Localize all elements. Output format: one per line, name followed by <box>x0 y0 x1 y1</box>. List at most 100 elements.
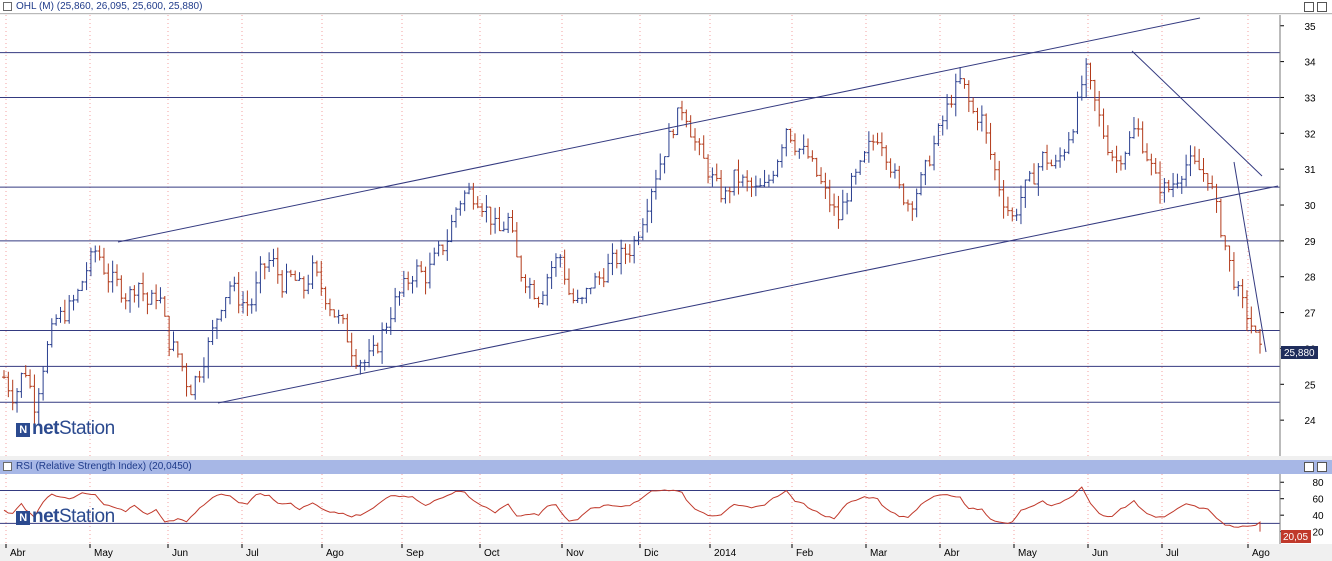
ohlc-bar <box>219 309 224 322</box>
ohlc-bar <box>693 128 698 151</box>
ohlc-bar <box>336 309 341 324</box>
ohlc-bar <box>371 335 376 357</box>
ohlc-bar <box>1171 172 1176 198</box>
ohlc-bar <box>836 195 841 229</box>
ohlc-bar <box>314 260 319 277</box>
ohlc-bar <box>779 144 784 168</box>
price-tick-label: 32 <box>1304 129 1316 140</box>
ohlc-bar <box>1131 117 1136 139</box>
month-label: Nov <box>566 548 584 559</box>
ohlc-bar <box>606 253 611 283</box>
month-label: May <box>1018 548 1037 559</box>
ohlc-bar <box>532 280 537 300</box>
ohlc-bar <box>1166 179 1171 193</box>
ohlc-bar <box>449 214 454 243</box>
ohlc-bar <box>666 123 671 158</box>
minimize-icon[interactable] <box>1304 462 1314 472</box>
ohlc-bar <box>558 254 563 268</box>
ohlc-bar <box>523 274 528 294</box>
ohlc-bar <box>380 322 385 364</box>
price-tick-label: 35 <box>1304 22 1316 33</box>
ohlc-bar <box>992 152 997 181</box>
ohlc-bar <box>706 154 711 184</box>
ohlc-bar <box>988 122 993 160</box>
ohlc-bar <box>1101 108 1106 139</box>
ohlc-bar <box>280 270 285 298</box>
month-label: Feb <box>796 548 814 559</box>
close-icon[interactable] <box>1317 462 1327 472</box>
ohlc-bar <box>393 287 398 323</box>
ohlc-bar <box>62 299 67 324</box>
ohlc-bar <box>171 331 176 352</box>
price-title-text: OHL (M) (25,860, 26,095, 25,600, 25,880) <box>16 1 203 12</box>
close-icon[interactable] <box>1317 2 1327 12</box>
ohlc-bar <box>101 247 106 275</box>
trendline <box>117 17 1201 243</box>
price-tick-label: 28 <box>1304 273 1316 284</box>
minimize-icon[interactable] <box>1304 2 1314 12</box>
ohlc-bar <box>688 115 693 138</box>
ohlc-bar <box>610 243 615 276</box>
ohlc-bar <box>1027 170 1032 182</box>
ohlc-bar <box>827 179 832 213</box>
svg-text:25,880: 25,880 <box>1284 348 1315 359</box>
ohlc-bar <box>345 313 350 343</box>
ohlc-bar <box>905 199 910 212</box>
ohlc-bar <box>971 97 976 114</box>
ohlc-bar <box>1205 173 1210 191</box>
month-label: Dic <box>644 548 658 559</box>
ohlc-bar <box>288 269 293 278</box>
ohlc-bar <box>1249 306 1254 334</box>
ohlc-bar <box>501 221 506 232</box>
ohlc-bar <box>349 332 354 367</box>
ohlc-bar <box>506 212 511 234</box>
ohlc-bar <box>614 249 619 269</box>
ohlc-bar <box>445 229 450 261</box>
ohlc-bar <box>1010 207 1015 222</box>
price-tick-label: 30 <box>1304 201 1316 212</box>
ohlc-bar <box>123 293 128 310</box>
ohlc-bar <box>997 160 1002 197</box>
ohlc-bar <box>180 353 185 372</box>
ohlc-bar <box>749 177 754 197</box>
ohlc-bar <box>892 163 897 179</box>
ohlc-bar <box>875 132 880 145</box>
panel-icon <box>3 462 12 471</box>
ohlc-bar <box>67 295 72 324</box>
ohlc-bar <box>340 314 345 324</box>
ohlc-bar <box>197 370 202 383</box>
ohlc-bar <box>510 209 515 233</box>
rsi-tick-label: 80 <box>1312 478 1324 489</box>
ohlc-bar <box>488 206 493 235</box>
ohlc-bar <box>6 371 11 398</box>
ohlc-bar <box>819 167 824 185</box>
ohlc-bar <box>440 244 445 256</box>
price-tick-label: 34 <box>1304 58 1316 69</box>
ohlc-bar <box>979 105 984 132</box>
ohlc-bar <box>493 207 498 234</box>
ohlc-bar <box>845 192 850 215</box>
ohlc-bar <box>775 159 780 178</box>
ohlc-bar <box>358 359 363 375</box>
ohlc-bar <box>849 172 854 202</box>
ohlc-bar <box>175 341 180 358</box>
ohlc-bar <box>549 261 554 289</box>
ohlc-bar <box>1049 159 1054 167</box>
ohlc-bar <box>223 297 228 319</box>
trendline <box>217 185 1279 404</box>
price-tick-label: 27 <box>1304 309 1316 320</box>
ohlc-bar <box>284 263 289 294</box>
ohlc-bar <box>901 183 906 206</box>
netstation-logo-mark: N <box>16 423 30 437</box>
ohlc-bar <box>1110 150 1115 162</box>
ohlc-bar <box>975 107 980 131</box>
ohlc-bar <box>932 135 937 171</box>
ohlc-bar <box>80 280 85 292</box>
ohlc-bar <box>54 314 59 326</box>
month-label: Jun <box>172 548 188 559</box>
ohlc-bar <box>58 306 63 323</box>
ohlc-bar <box>632 236 637 264</box>
ohlc-bar <box>858 159 863 175</box>
ohlc-bar <box>1231 252 1236 290</box>
